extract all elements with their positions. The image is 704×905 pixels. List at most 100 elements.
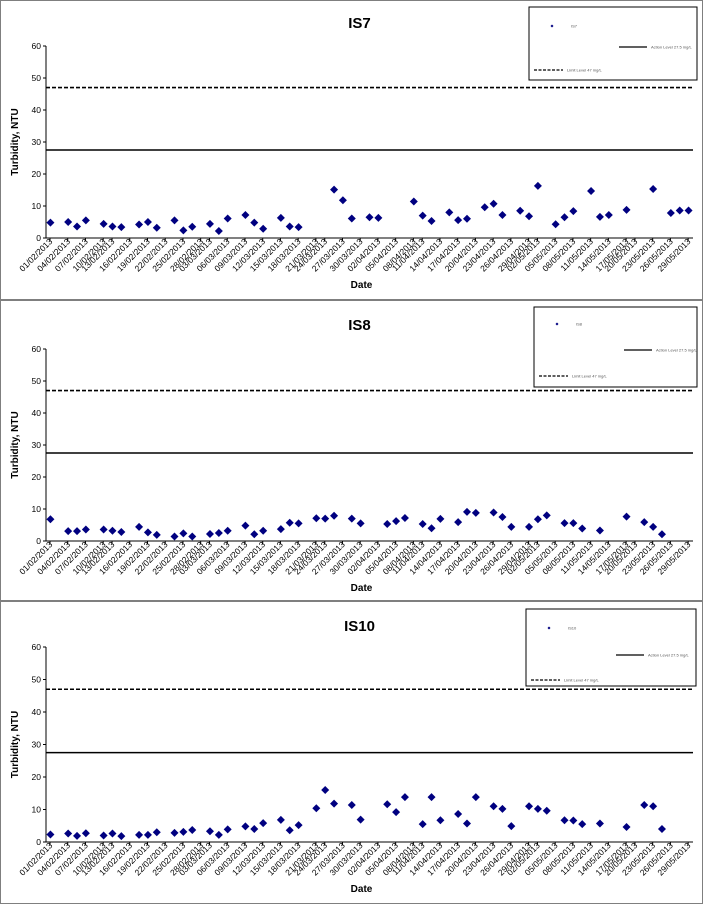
legend-marker xyxy=(550,24,554,28)
y-tick-label: 0 xyxy=(36,233,41,243)
data-point xyxy=(560,213,569,222)
data-point xyxy=(188,532,197,541)
data-point xyxy=(143,528,152,537)
data-point xyxy=(489,508,498,517)
data-point xyxy=(409,197,418,206)
data-point xyxy=(312,804,321,813)
data-point xyxy=(259,224,268,233)
data-point xyxy=(489,199,498,208)
data-point xyxy=(117,528,126,537)
data-point xyxy=(117,832,126,841)
data-point xyxy=(259,819,268,828)
data-point xyxy=(595,212,604,221)
data-point xyxy=(356,815,365,824)
data-point xyxy=(64,527,73,536)
data-point xyxy=(214,529,223,537)
chart-title: IS7 xyxy=(348,15,371,32)
y-tick-label: 40 xyxy=(32,707,42,717)
legend-box xyxy=(528,6,698,81)
y-tick-label: 10 xyxy=(32,504,42,514)
data-point xyxy=(117,223,126,232)
data-point xyxy=(418,820,427,829)
data-point xyxy=(560,519,569,528)
chart-title: IS8 xyxy=(348,317,371,334)
legend-marker xyxy=(555,322,559,326)
data-point xyxy=(578,524,587,533)
y-tick-label: 50 xyxy=(32,675,42,685)
data-point xyxy=(188,825,197,834)
data-point xyxy=(205,529,214,538)
y-tick-label: 20 xyxy=(32,169,42,179)
data-point xyxy=(578,820,587,829)
data-point xyxy=(383,520,392,529)
data-point xyxy=(152,223,161,232)
legend-label: Limit Level 47 mg/L xyxy=(567,68,602,73)
data-point xyxy=(73,831,82,840)
data-point xyxy=(587,186,596,195)
legend-label: Limit Level 47 mg/L xyxy=(572,374,607,379)
data-point xyxy=(471,508,480,517)
data-point xyxy=(622,512,631,521)
legend-label: IS8 xyxy=(576,322,583,327)
x-axis-label: Date xyxy=(351,583,373,594)
data-point xyxy=(542,806,551,815)
data-point xyxy=(551,220,560,229)
y-axis-label: Turbidity, NTU xyxy=(10,711,21,778)
data-point xyxy=(383,800,392,809)
data-point xyxy=(649,522,658,531)
chart-panel-is8: IS8 0 10 20 30 40 50 60 Turbidity, NTU 01/02/2013… xyxy=(0,300,703,601)
data-point xyxy=(480,203,489,212)
data-point xyxy=(46,218,55,227)
data-point xyxy=(108,526,117,535)
data-point xyxy=(489,802,498,811)
x-axis-label: Date xyxy=(351,280,373,291)
data-point xyxy=(285,826,294,835)
data-point xyxy=(418,520,427,529)
data-point xyxy=(595,526,604,535)
data-point xyxy=(179,226,188,235)
data-point xyxy=(347,514,356,523)
data-point xyxy=(46,830,55,839)
data-point xyxy=(374,213,383,222)
data-point xyxy=(427,793,436,802)
data-point xyxy=(46,515,55,524)
data-point xyxy=(338,196,347,205)
data-point xyxy=(454,216,463,225)
chart-panel-is7: IS7 0 10 20 30 40 50 60 Turbidity, NTU 01/02/2013… xyxy=(0,0,703,300)
data-point xyxy=(205,219,214,228)
data-point xyxy=(533,804,542,813)
legend-label: Action Level 27.5 mg/L xyxy=(651,45,692,50)
legend-box xyxy=(525,608,697,687)
data-point xyxy=(533,515,542,524)
data-point xyxy=(604,210,613,219)
data-point xyxy=(507,522,516,531)
legend-label: Limit Level 47 mg/L xyxy=(564,678,599,683)
y-tick-label: 30 xyxy=(32,137,42,147)
data-point xyxy=(400,513,409,522)
data-point xyxy=(657,825,666,833)
y-tick-label: 20 xyxy=(32,472,42,482)
data-point xyxy=(347,800,356,809)
legend-label: Action Level 27.5 mg/L xyxy=(648,653,689,658)
data-point xyxy=(445,208,454,217)
data-point xyxy=(250,825,259,833)
data-point xyxy=(188,222,197,231)
data-point xyxy=(135,220,144,229)
data-point xyxy=(285,222,294,231)
y-tick-label: 40 xyxy=(32,105,42,115)
y-tick-label: 60 xyxy=(32,344,42,354)
data-point xyxy=(392,517,401,526)
data-point xyxy=(135,830,144,839)
data-point xyxy=(365,213,374,222)
data-point xyxy=(81,829,90,838)
data-point xyxy=(516,206,525,215)
data-point xyxy=(454,518,463,527)
data-point xyxy=(81,216,90,225)
data-point xyxy=(241,822,250,831)
data-point xyxy=(542,511,551,520)
data-point xyxy=(622,823,631,832)
data-point xyxy=(73,527,82,536)
